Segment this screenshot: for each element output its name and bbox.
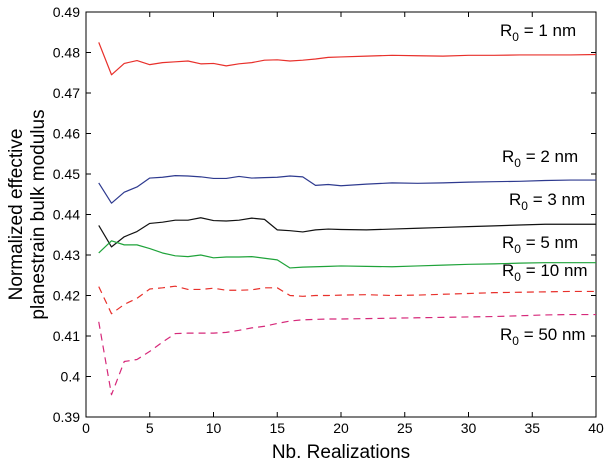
y-tick-label: 0.46 <box>53 126 80 142</box>
x-tick-label: 30 <box>461 420 477 436</box>
y-axis-title-line-2: planestrain bulk modulus <box>28 109 49 319</box>
ticks-group: 0 5 10 15 20 25 30 35 40 0.39 0.4 0.41 0.42 0.43 0.44 0… <box>53 4 604 436</box>
x-tick-label: 5 <box>146 420 154 436</box>
y-axis-title-line-1: Normalized effective <box>6 129 27 301</box>
y-tick-label: 0.47 <box>53 85 80 101</box>
series-line-1 <box>98 42 597 76</box>
plot-frame-group <box>85 11 597 418</box>
series-line-6 <box>98 313 596 396</box>
y-tick-label: 0.45 <box>53 166 80 182</box>
x-tick-label: 20 <box>333 420 349 436</box>
y-tick-label: 0.44 <box>53 207 80 223</box>
series-label-2: R0 = 2 nm <box>502 147 578 170</box>
series-labels-group: R0 = 1 nm R0 = 2 nm R0 = 3 nm R0 = 5 nm R0 =… <box>500 21 588 348</box>
series-label-4: R0 = 5 nm <box>502 233 578 256</box>
series-line-3 <box>98 217 596 248</box>
series-label-6: R0 = 50 nm <box>500 325 586 348</box>
y-tick-label: 0.43 <box>53 247 80 263</box>
series-label-1: R0 = 1 nm <box>500 21 576 44</box>
y-tick-label: 0.48 <box>53 45 80 61</box>
series-line-2 <box>98 175 596 204</box>
y-tick-label: 0.39 <box>53 409 80 425</box>
x-tick-label: 40 <box>588 420 604 436</box>
x-tick-label: 0 <box>82 420 90 436</box>
x-tick-label: 10 <box>206 420 222 436</box>
y-tick-label: 0.49 <box>53 4 80 20</box>
x-tick-label: 35 <box>524 420 540 436</box>
y-tick-label: 0.4 <box>61 369 81 385</box>
x-tick-label: 15 <box>269 420 285 436</box>
series-line-4 <box>98 240 596 269</box>
series-label-3: R0 = 3 nm <box>509 190 585 213</box>
series-label-5: R0 = 10 nm <box>502 261 588 284</box>
y-tick-label: 0.42 <box>53 288 80 304</box>
x-tick-label: 25 <box>397 420 413 436</box>
series-line-5 <box>98 285 596 315</box>
y-tick-label: 0.41 <box>53 328 80 344</box>
series-group <box>98 42 597 396</box>
plot-frame <box>85 11 597 418</box>
x-axis-title: Nb. Realizations <box>272 442 410 463</box>
